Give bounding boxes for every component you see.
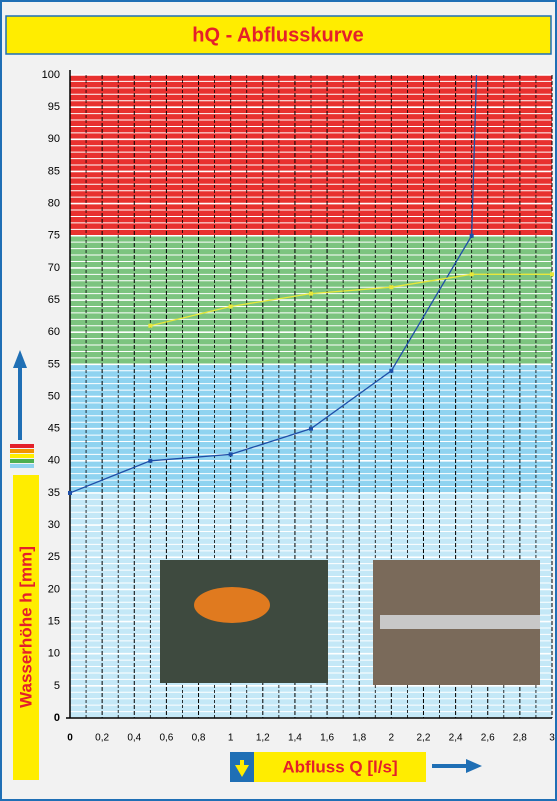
y-tick-label: 95 (48, 101, 60, 113)
x-tick-label: 2,6 (481, 733, 495, 744)
arrow-head (466, 759, 482, 773)
x-tick-label: 2,4 (449, 733, 463, 744)
y-tick-label: 50 (48, 390, 60, 402)
legend-stripe (10, 454, 34, 458)
chart-title: hQ - Abflusskurve (192, 24, 364, 46)
photo-object (194, 587, 270, 623)
y-tick-label: 70 (48, 262, 60, 274)
y-tick-label: 40 (48, 455, 60, 467)
x-tick-label: 2,2 (417, 733, 431, 744)
marker (550, 272, 554, 277)
x-tick-label: 1 (228, 733, 234, 744)
x-tick-label: 1,6 (320, 733, 334, 744)
ylabel-box (13, 475, 39, 780)
y-tick-label: 10 (48, 648, 60, 660)
marker (68, 490, 72, 495)
marker (389, 285, 394, 290)
x-tick-label: 2,8 (513, 733, 527, 744)
x-axis-title: Abfluss Q [l/s] (282, 757, 397, 776)
series-line (150, 273, 552, 327)
x-tick-label: 1,8 (352, 733, 366, 744)
y-tick-label: 30 (48, 519, 60, 531)
y-axis-title: Wasserhöhe h [mm] (16, 546, 35, 708)
arrow-head (13, 350, 27, 368)
x-tick-label: 1,2 (256, 733, 270, 744)
y-tick-label: 65 (48, 294, 60, 306)
y-tick-label: 85 (48, 165, 60, 177)
marker (148, 323, 153, 328)
y-tick-label: 35 (48, 487, 60, 499)
xlabel-box (254, 752, 426, 782)
y-tick-label: 100 (42, 69, 60, 81)
x-tick-label: 3 (549, 733, 555, 744)
x-tick-label: 0,8 (192, 733, 206, 744)
y-tick-label: 90 (48, 133, 60, 145)
marker (309, 426, 313, 431)
photo-object (380, 615, 540, 629)
marker (228, 452, 233, 457)
arrow-head (235, 765, 249, 777)
x-tick-label: 2 (389, 733, 395, 744)
legend-stripe (10, 464, 34, 468)
y-tick-label: 45 (48, 423, 60, 435)
x-tick-label: 0,4 (127, 733, 141, 744)
marker (309, 291, 313, 296)
y-tick-label: 75 (48, 230, 60, 242)
marker (228, 304, 233, 309)
title-bar (5, 15, 552, 55)
y-tick-label: 55 (48, 358, 60, 370)
marker (148, 458, 153, 463)
x-tick-label: 1,4 (288, 733, 302, 744)
legend-stripe (10, 449, 34, 453)
x-tick-label: 0 (67, 733, 73, 744)
y-tick-label: 0 (54, 712, 60, 724)
x-tick-label: 0,2 (95, 733, 109, 744)
arrow (240, 760, 244, 766)
y-tick-label: 15 (48, 615, 60, 627)
marker (469, 272, 474, 277)
y-tick-label: 25 (48, 551, 60, 563)
legend-stripe (10, 444, 34, 448)
marker (469, 233, 474, 238)
y-tick-label: 60 (48, 326, 60, 338)
legend-stripe (10, 459, 34, 463)
x-tick-label: 0,6 (159, 733, 173, 744)
plot: 0510152025303540455055606570758085909510… (42, 69, 556, 744)
y-tick-label: 20 (48, 583, 60, 595)
y-tick-label: 80 (48, 198, 60, 210)
marker (389, 368, 394, 373)
y-tick-label: 5 (54, 680, 60, 692)
